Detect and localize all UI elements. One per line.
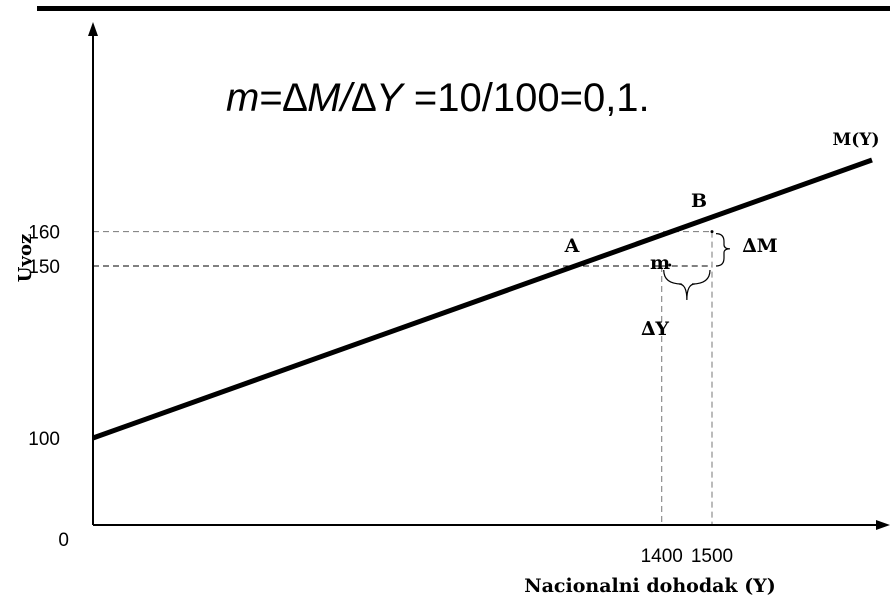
formula-eq: =	[259, 76, 283, 120]
axes	[88, 22, 890, 530]
series-label: M(Y)	[832, 130, 879, 150]
top-rule	[37, 6, 890, 11]
y-tick-label-100: 100	[28, 429, 60, 450]
formula-delta-m: ∆M	[282, 76, 341, 120]
formula-m: m	[226, 76, 260, 120]
point-label-b: B	[691, 190, 707, 212]
delta-m-label: ∆M	[742, 235, 777, 257]
y-tick-label-160: 160	[28, 223, 60, 244]
brace-delta-m	[715, 233, 731, 267]
x-tick-label-1400: 1400	[641, 546, 683, 567]
formula-result: =10/100=0,1.	[402, 76, 650, 120]
formula-delta-y: ∆Y	[351, 76, 403, 120]
y-tick-label-150: 150	[28, 257, 60, 278]
series-line	[92, 157, 873, 441]
formula: m=∆M/∆Y =10/100=0,1.	[226, 78, 650, 118]
y-axis-arrow	[88, 22, 98, 36]
x-tick-label-1500: 1500	[691, 546, 733, 567]
origin-label: 0	[58, 530, 69, 551]
point-label-a: A	[564, 235, 580, 257]
x-axis-arrow	[876, 520, 890, 530]
series-group	[92, 157, 873, 441]
slope-label: m	[650, 252, 670, 274]
delta-y-label: ∆Y	[641, 318, 669, 340]
y-axis-title: Uvoz	[15, 234, 36, 282]
point-b	[710, 230, 714, 234]
labels-group: 100 150 160 1400 1500 0 Nacionalni dohodak (Y)…	[15, 130, 880, 597]
guide-lines	[93, 231, 713, 525]
formula-slash: /	[340, 76, 352, 120]
point-a	[668, 263, 672, 267]
brace-delta-y	[663, 269, 711, 301]
x-axis-title: Nacionalni dohodak (Y)	[524, 575, 776, 597]
